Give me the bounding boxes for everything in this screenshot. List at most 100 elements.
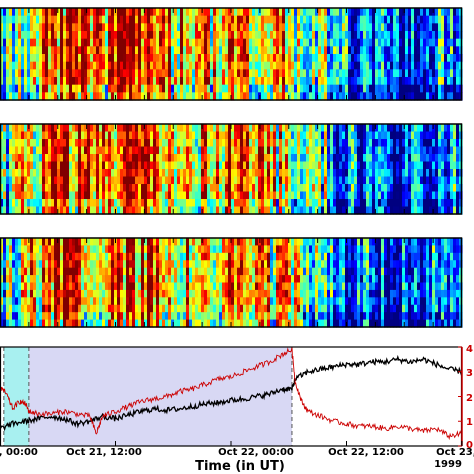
heatmap-cell — [312, 169, 316, 178]
heatmap-cell — [54, 199, 58, 208]
heatmap-cell — [258, 154, 262, 163]
heatmap-cell — [12, 206, 16, 215]
heatmap-cell — [342, 8, 346, 17]
heatmap-cell — [360, 161, 364, 170]
heatmap-cell — [129, 260, 133, 269]
heatmap-cell — [174, 54, 178, 63]
heatmap-cell — [33, 92, 37, 101]
heatmap-cell — [72, 61, 76, 70]
heatmap-cell — [63, 297, 67, 306]
heatmap-cell — [357, 77, 361, 86]
heatmap-cell — [345, 184, 349, 193]
heatmap-cell — [435, 146, 439, 155]
heatmap-cell — [192, 304, 196, 313]
heatmap-cell — [162, 84, 166, 93]
heatmap-cell — [294, 289, 298, 298]
heatmap-cell — [345, 139, 349, 148]
heatmap-cell — [366, 176, 370, 185]
heatmap-cell — [36, 184, 40, 193]
heatmap-cell — [357, 8, 361, 17]
heatmap-cell — [366, 54, 370, 63]
heatmap-cell — [321, 176, 325, 185]
heatmap-cell — [15, 23, 19, 32]
heatmap-cell — [138, 267, 142, 276]
heatmap-cell — [288, 46, 292, 55]
heatmap-cell — [255, 312, 259, 321]
heatmap-cell — [132, 206, 136, 215]
heatmap-cell — [204, 146, 208, 155]
heatmap-cell — [3, 146, 7, 155]
heatmap-cell — [231, 260, 235, 269]
heatmap-cell — [144, 8, 148, 17]
heatmap-cell — [255, 191, 259, 200]
heatmap-cell — [354, 77, 358, 86]
heatmap-cell — [441, 199, 445, 208]
heatmap-cell — [393, 38, 397, 47]
heatmap-cell — [225, 31, 229, 40]
heatmap-cell — [126, 69, 130, 78]
heatmap-cell — [231, 282, 235, 291]
heatmap-cell — [375, 169, 379, 178]
heatmap-cell — [321, 92, 325, 101]
heatmap-cell — [162, 282, 166, 291]
heatmap-cell — [219, 282, 223, 291]
heatmap-cell — [354, 206, 358, 215]
heatmap-cell — [159, 252, 163, 261]
heatmap-cell — [258, 184, 262, 193]
heatmap-cell — [216, 131, 220, 140]
heatmap-cell — [420, 92, 424, 101]
heatmap-cell — [321, 8, 325, 17]
heatmap-cell — [12, 84, 16, 93]
heatmap-cell — [300, 124, 304, 133]
heatmap-cell — [288, 124, 292, 133]
heatmap-cell — [360, 184, 364, 193]
heatmap-cell — [234, 312, 238, 321]
heatmap-cell — [183, 61, 187, 70]
heatmap-cell — [231, 275, 235, 284]
heatmap-cell — [264, 191, 268, 200]
heatmap-cell — [177, 92, 181, 101]
heatmap-cell — [234, 23, 238, 32]
heatmap-cell — [429, 54, 433, 63]
heatmap-cell — [132, 319, 136, 328]
heatmap-cell — [438, 8, 442, 17]
heatmap-cell — [216, 267, 220, 276]
heatmap-cell — [270, 238, 274, 247]
heatmap-cell — [369, 184, 373, 193]
heatmap-cell — [9, 191, 13, 200]
heatmap-cell — [168, 54, 172, 63]
heatmap-cell — [15, 69, 19, 78]
heatmap-cell — [216, 169, 220, 178]
heatmap-cell — [120, 191, 124, 200]
heatmap-cell — [48, 38, 52, 47]
heatmap-cell — [255, 139, 259, 148]
heatmap-cell — [45, 169, 49, 178]
heatmap-cell — [135, 92, 139, 101]
heatmap-cell — [186, 238, 190, 247]
heatmap-cell — [357, 139, 361, 148]
heatmap-cell — [144, 206, 148, 215]
heatmap-cell — [321, 206, 325, 215]
heatmap-cell — [288, 191, 292, 200]
heatmap-cell — [156, 46, 160, 55]
heatmap-cell — [15, 31, 19, 40]
heatmap-cell — [177, 77, 181, 86]
heatmap-cell — [108, 238, 112, 247]
heatmap-cell — [144, 252, 148, 261]
heatmap-cell — [30, 161, 34, 170]
heatmap-cell — [141, 154, 145, 163]
heatmap-cell — [201, 31, 205, 40]
heatmap-cell — [351, 146, 355, 155]
heatmap-cell — [399, 31, 403, 40]
heatmap-cell — [231, 23, 235, 32]
heatmap-cell — [444, 191, 448, 200]
heatmap-cell — [228, 238, 232, 247]
heatmap-cell — [225, 169, 229, 178]
heatmap-cell — [21, 289, 25, 298]
heatmap-cell — [453, 69, 457, 78]
heatmap-cell — [339, 191, 343, 200]
heatmap-cell — [270, 199, 274, 208]
heatmap-cell — [132, 245, 136, 254]
heatmap-cell — [129, 146, 133, 155]
heatmap-cell — [285, 297, 289, 306]
